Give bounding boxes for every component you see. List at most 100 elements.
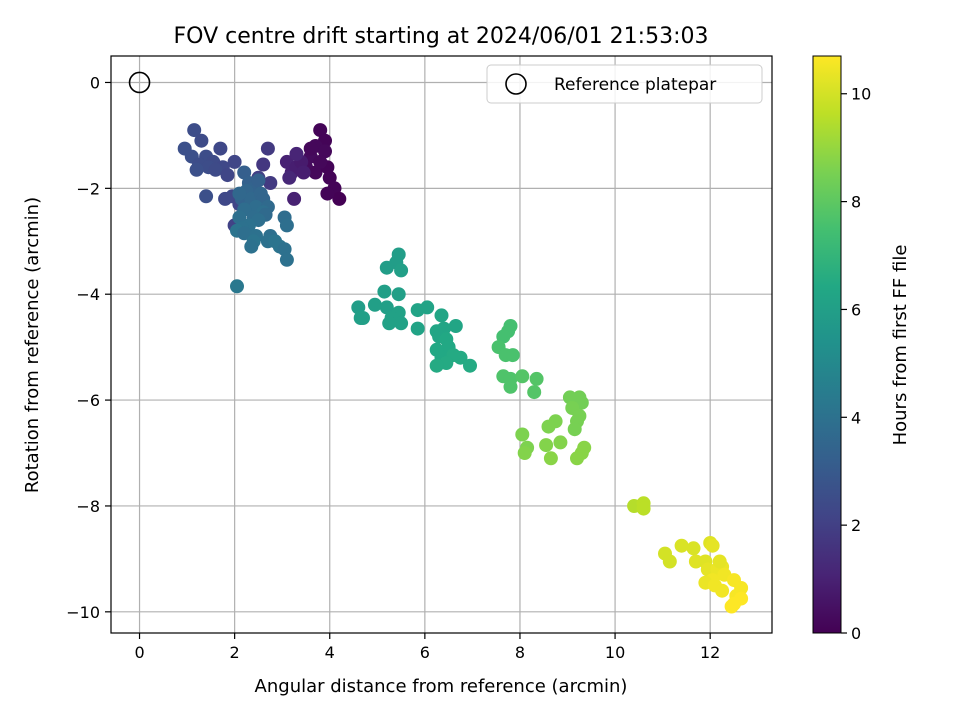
y-tick-label: −4 (76, 285, 100, 304)
reference-marker (128, 71, 151, 94)
data-point (567, 422, 582, 437)
colorbar-tick-label: 4 (851, 408, 861, 427)
colorbar (812, 55, 842, 634)
data-point (199, 189, 214, 204)
x-tick-label: 8 (515, 643, 525, 662)
data-point (322, 170, 337, 185)
data-point (367, 297, 382, 312)
grid-lines (111, 56, 772, 633)
data-point (287, 191, 302, 206)
data-point (282, 170, 297, 185)
data-point (279, 218, 294, 233)
data-point (227, 154, 242, 169)
data-point (377, 284, 392, 299)
data-point (463, 358, 477, 373)
data-point (727, 596, 741, 611)
plot-frame (110, 55, 773, 634)
data-point (410, 321, 425, 336)
colorbar-ticks: 0 2 4 6 8 10 (841, 85, 871, 643)
y-tick-label: 0 (90, 73, 100, 92)
data-point (277, 242, 292, 257)
data-point (505, 348, 520, 363)
y-axis-label: Rotation from reference (arcmin) (22, 197, 43, 493)
x-axis-label: Angular distance from reference (arcmin) (255, 676, 628, 697)
data-point (715, 583, 730, 598)
data-point (230, 279, 244, 294)
data-point (539, 438, 554, 453)
data-point (189, 162, 204, 177)
colorbar-tick-label: 8 (851, 193, 861, 212)
legend-label: Reference platepar (554, 75, 716, 95)
data-point (220, 168, 235, 183)
data-point (712, 554, 727, 569)
x-tick-label: 2 (230, 643, 240, 662)
data-point (674, 538, 689, 553)
y-tick-label: −6 (76, 391, 100, 410)
data-point (420, 300, 435, 315)
data-point (553, 435, 568, 450)
data-point (232, 210, 247, 225)
data-point (313, 123, 328, 138)
chart-title: FOV centre drift starting at 2024/06/01 … (174, 24, 709, 49)
data-point (515, 369, 530, 384)
data-point (320, 186, 335, 201)
data-point (429, 358, 444, 373)
data-point (391, 287, 406, 302)
data-point (517, 446, 532, 460)
data-point (503, 379, 518, 394)
data-point (382, 316, 397, 331)
data-point (213, 141, 228, 156)
data-point (527, 385, 542, 400)
data-point (541, 419, 556, 434)
data-point (303, 141, 318, 156)
data-point (686, 541, 701, 556)
data-point (356, 311, 370, 325)
x-tick-label: 4 (325, 643, 335, 662)
data-point (237, 165, 252, 180)
data-point (636, 501, 651, 516)
data-point (244, 239, 259, 254)
data-point (263, 176, 278, 190)
data-point (194, 133, 209, 148)
data-point (394, 316, 409, 331)
axis-ticks: 0 2 4 6 8 10 12 0 −2 −4 −6 −8 −10 (66, 73, 720, 662)
data-point (260, 141, 275, 156)
colorbar-label: Hours from first FF file (890, 245, 911, 446)
data-point (308, 165, 323, 180)
x-tick-label: 0 (134, 643, 144, 662)
data-point (448, 319, 463, 333)
x-tick-label: 12 (700, 643, 720, 662)
data-point (515, 427, 530, 442)
data-point (662, 554, 677, 569)
data-point (351, 300, 366, 315)
data-point (705, 538, 720, 553)
data-point (289, 146, 304, 161)
colorbar-tick-label: 6 (851, 300, 861, 319)
data-point (232, 186, 247, 201)
data-point (313, 154, 328, 169)
data-point (543, 451, 558, 466)
data-point (570, 451, 584, 466)
data-point (251, 173, 266, 188)
colorbar-tick-label: 0 (851, 624, 861, 643)
y-tick-label: −10 (66, 603, 100, 622)
data-point (379, 300, 394, 315)
data-point (279, 252, 294, 267)
y-tick-label: −2 (76, 179, 100, 198)
data-point (237, 226, 252, 241)
data-points (177, 123, 749, 614)
legend-box (486, 64, 763, 104)
data-point (496, 329, 511, 344)
data-point (332, 191, 347, 206)
data-point (379, 260, 394, 275)
colorbar-tick-label: 2 (851, 516, 861, 535)
data-point (256, 157, 271, 172)
data-point (208, 162, 223, 177)
colorbar-tick-label: 10 (851, 85, 871, 104)
data-point (529, 371, 544, 386)
data-point (187, 123, 202, 138)
data-point (434, 308, 449, 323)
x-tick-label: 10 (605, 643, 625, 662)
data-point (394, 263, 409, 278)
